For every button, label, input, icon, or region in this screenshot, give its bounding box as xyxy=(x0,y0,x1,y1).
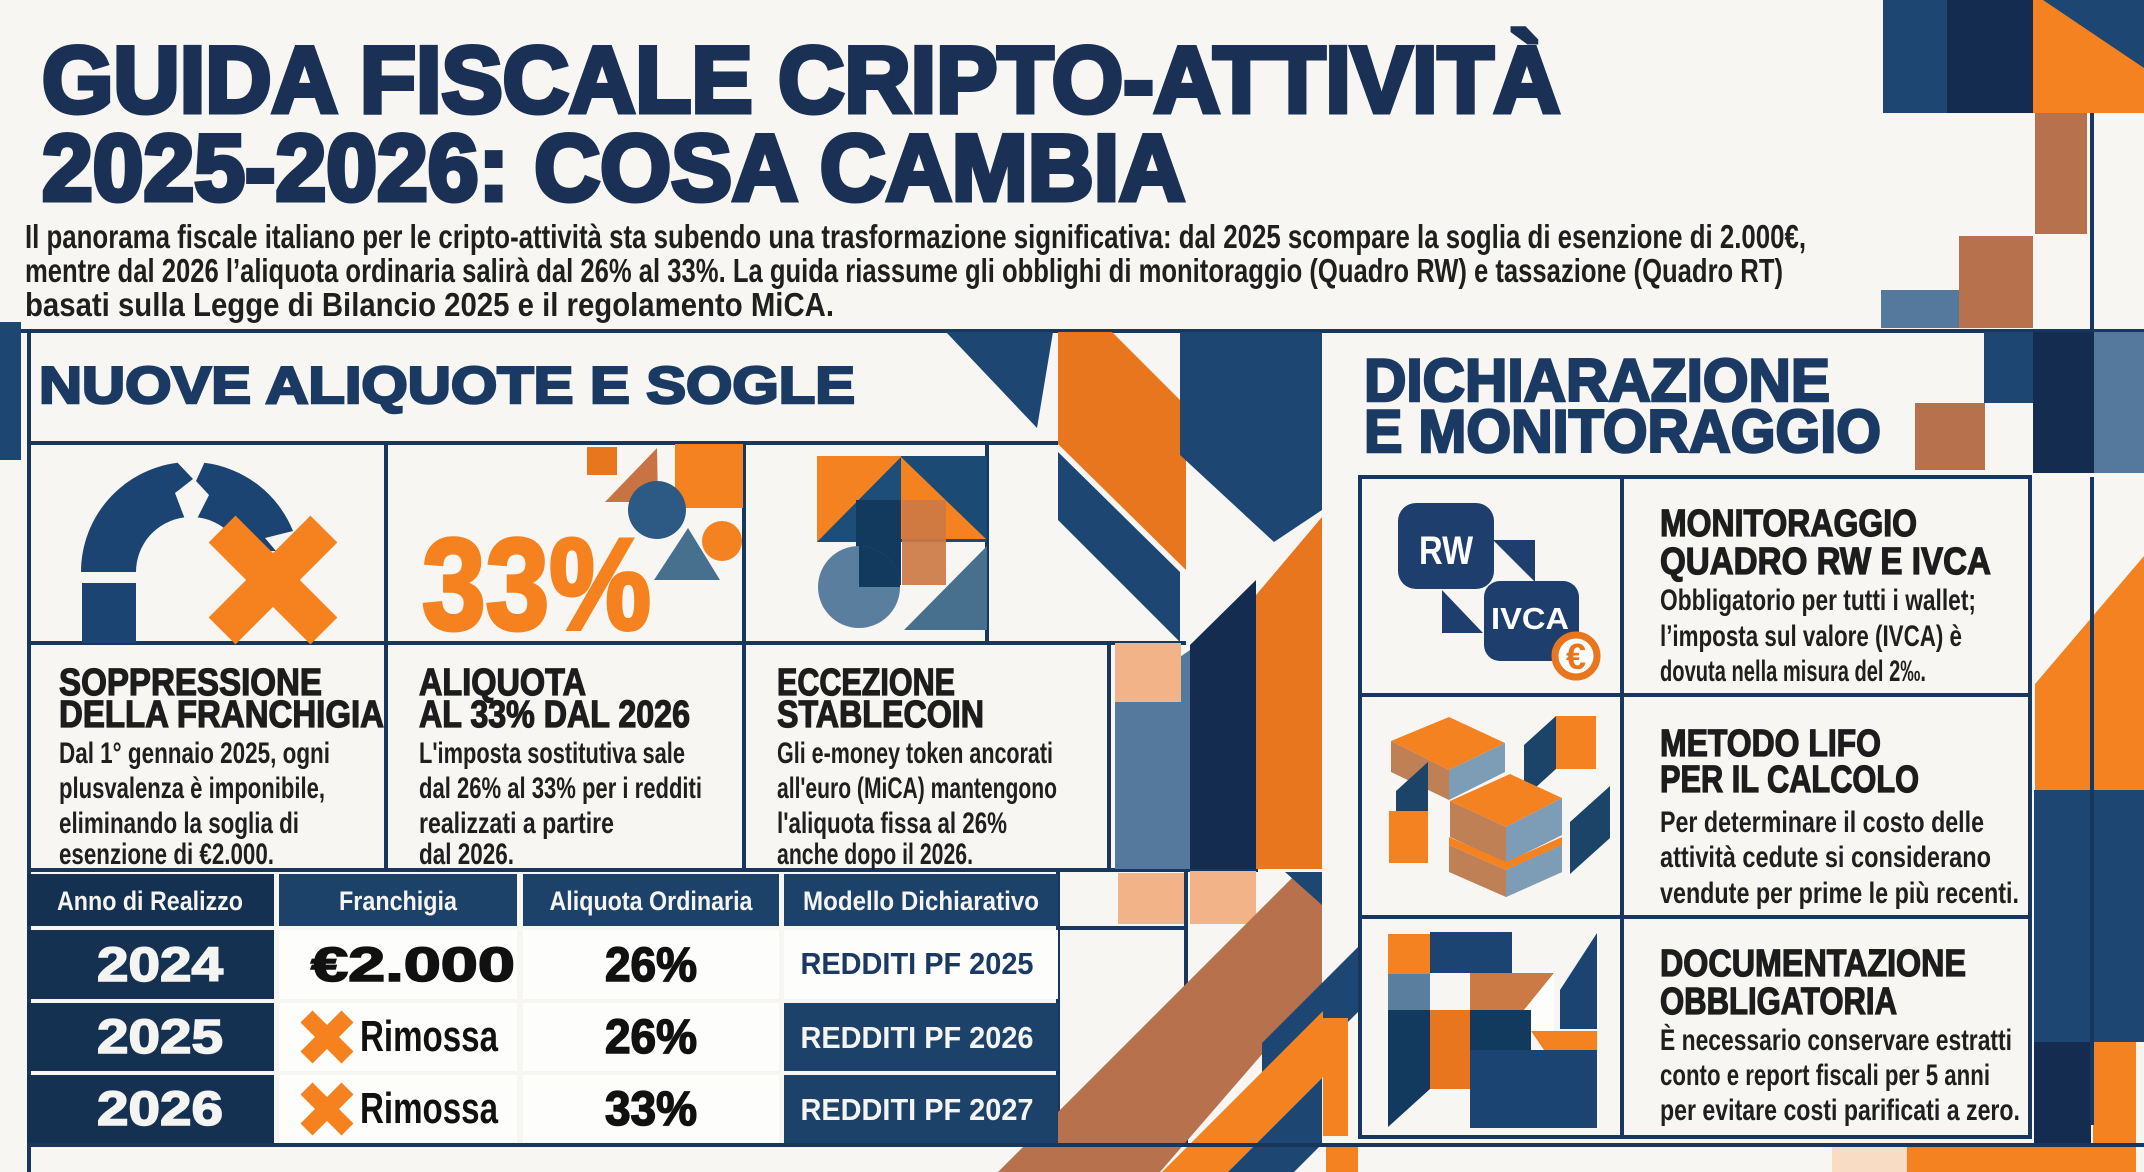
svg-text:Rimossa: Rimossa xyxy=(360,1012,498,1061)
svg-text:E MONITORAGGIO: E MONITORAGGIO xyxy=(1364,398,1881,465)
svg-text:2026: 2026 xyxy=(97,1083,223,1136)
svg-text:realizzati a partire: realizzati a partire xyxy=(419,807,614,840)
svg-text:esenzione di €2.000.: esenzione di €2.000. xyxy=(59,838,274,871)
svg-text:mentre dal 2026 l’aliquota ord: mentre dal 2026 l’aliquota ordinaria sal… xyxy=(25,252,1783,289)
svg-text:33%: 33% xyxy=(605,1083,697,1136)
svg-text:2025: 2025 xyxy=(97,1011,223,1064)
svg-text:Dal 1° gennaio 2025, ogni: Dal 1° gennaio 2025, ogni xyxy=(59,737,330,770)
svg-text:2024: 2024 xyxy=(97,939,223,992)
svg-text:METODO LIFO: METODO LIFO xyxy=(1660,723,1881,765)
svg-text:PER IL CALCOLO: PER IL CALCOLO xyxy=(1660,759,1919,801)
svg-text:dal 2026.: dal 2026. xyxy=(419,838,514,871)
svg-text:plusvalenza è imponibile,: plusvalenza è imponibile, xyxy=(59,772,325,805)
svg-text:MONITORAGGIO: MONITORAGGIO xyxy=(1660,503,1917,545)
svg-text:Rimossa: Rimossa xyxy=(360,1084,498,1133)
svg-text:L'imposta sostitutiva sale: L'imposta sostitutiva sale xyxy=(419,737,685,770)
svg-text:dovuta nella misura del 2‰.: dovuta nella misura del 2‰. xyxy=(1660,655,1926,688)
svg-text:SOPPRESSIONE: SOPPRESSIONE xyxy=(59,662,322,704)
svg-text:basati sulla Legge di Bilancio: basati sulla Legge di Bilancio 2025 e il… xyxy=(25,286,834,323)
svg-text:QUADRO RW E IVCA: QUADRO RW E IVCA xyxy=(1660,541,1991,583)
svg-text:vendute per prime le più recen: vendute per prime le più recenti. xyxy=(1660,877,2019,910)
svg-text:Il panorama fiscale italiano p: Il panorama fiscale italiano per le crip… xyxy=(25,218,1806,255)
svg-text:GUIDA FISCALE CRIPTO-ATTIVITÀ: GUIDA FISCALE CRIPTO-ATTIVITÀ xyxy=(42,27,1560,132)
svg-text:dal 26% al 33% per i redditi: dal 26% al 33% per i redditi xyxy=(419,772,702,805)
svg-text:REDDITI PF 2025: REDDITI PF 2025 xyxy=(801,946,1034,981)
svg-text:Anno di Realizzo: Anno di Realizzo xyxy=(57,886,243,916)
svg-text:all'euro (MiCA) mantengono: all'euro (MiCA) mantengono xyxy=(777,772,1057,805)
svg-text:33%: 33% xyxy=(422,511,651,657)
svg-text:Per determinare il costo delle: Per determinare il costo delle xyxy=(1660,806,1984,839)
svg-text:IVCA: IVCA xyxy=(1491,601,1569,636)
svg-text:anche dopo il 2026.: anche dopo il 2026. xyxy=(777,838,973,871)
svg-text:DICHIARAZIONE: DICHIARAZIONE xyxy=(1364,347,1830,414)
svg-text:Gli e-money token ancorati: Gli e-money token ancorati xyxy=(777,737,1053,770)
svg-text:l’imposta sul valore (IVCA) è: l’imposta sul valore (IVCA) è xyxy=(1660,620,1962,653)
svg-text:attività cedute si considerano: attività cedute si considerano xyxy=(1660,841,1991,874)
svg-text:Obbligatorio per tutti i walle: Obbligatorio per tutti i wallet; xyxy=(1660,584,1976,617)
svg-text:26%: 26% xyxy=(605,1011,697,1064)
svg-text:per evitare costi parificati a: per evitare costi parificati a zero. xyxy=(1660,1094,2020,1127)
svg-text:€2.000: €2.000 xyxy=(311,939,515,992)
svg-text:€: € xyxy=(1566,636,1586,677)
svg-text:Aliquota Ordinaria: Aliquota Ordinaria xyxy=(550,886,754,916)
svg-text:ALIQUOTA: ALIQUOTA xyxy=(419,662,586,704)
svg-text:Franchigia: Franchigia xyxy=(339,886,458,916)
svg-text:NUOVE ALIQUOTE E SOGLE: NUOVE ALIQUOTE E SOGLE xyxy=(39,357,855,415)
svg-text:l'aliquota fissa al 26%: l'aliquota fissa al 26% xyxy=(777,807,1007,840)
svg-text:conto e report fiscali per 5 a: conto e report fiscali per 5 anni xyxy=(1660,1059,1990,1092)
svg-text:ECCEZIONE: ECCEZIONE xyxy=(777,662,955,704)
svg-text:DOCUMENTAZIONE: DOCUMENTAZIONE xyxy=(1660,943,1966,985)
svg-text:AL 33% DAL 2026: AL 33% DAL 2026 xyxy=(419,694,690,736)
svg-text:È necessario conservare estrat: È necessario conservare estratti xyxy=(1660,1023,2012,1057)
svg-text:REDDITI PF 2027: REDDITI PF 2027 xyxy=(801,1092,1034,1127)
svg-text:STABLECOIN: STABLECOIN xyxy=(777,694,984,736)
svg-text:Modello Dichiarativo: Modello Dichiarativo xyxy=(803,886,1039,916)
svg-text:DELLA FRANCHIGIA: DELLA FRANCHIGIA xyxy=(59,694,384,736)
svg-text:RW: RW xyxy=(1419,529,1473,573)
svg-text:OBBLIGATORIA: OBBLIGATORIA xyxy=(1660,981,1897,1023)
svg-text:eliminando la soglia di: eliminando la soglia di xyxy=(59,807,299,840)
svg-text:26%: 26% xyxy=(605,939,697,992)
svg-text:2025-2026: COSA CAMBIA: 2025-2026: COSA CAMBIA xyxy=(42,115,1185,220)
svg-text:REDDITI PF 2026: REDDITI PF 2026 xyxy=(801,1020,1034,1055)
